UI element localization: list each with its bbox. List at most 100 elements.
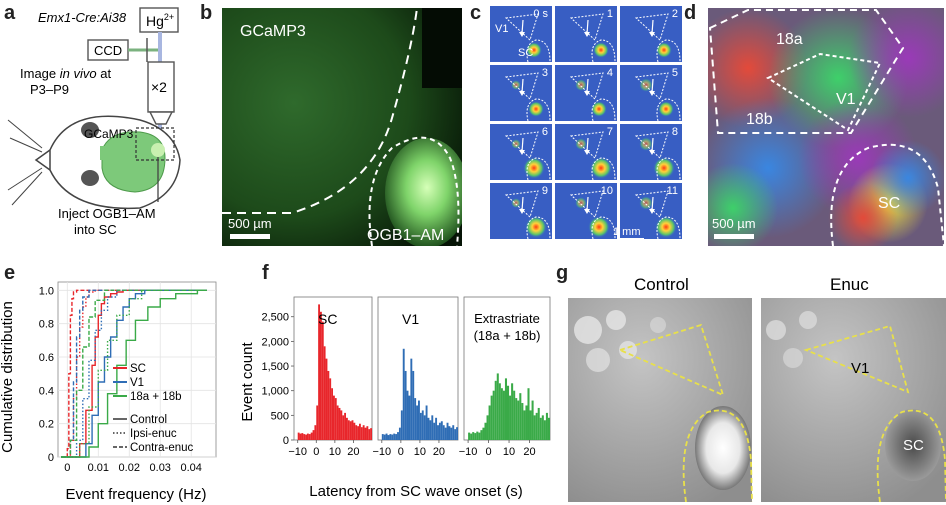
f-histogram-bar bbox=[492, 390, 495, 440]
f-histogram-bar bbox=[419, 412, 422, 440]
f-histogram-bar bbox=[389, 434, 392, 440]
f-x-tick-label: 20 bbox=[433, 446, 445, 458]
f-histogram-bar bbox=[450, 427, 453, 440]
e-legend: SC V1 18a + 18b Control Ipsi-enuc Contra… bbox=[113, 363, 194, 454]
c-frame-time: 10 bbox=[601, 185, 613, 197]
c-frame-time: 1 bbox=[607, 8, 613, 20]
f-histogram-bar bbox=[435, 417, 438, 440]
panel-f-label: f bbox=[262, 262, 269, 284]
f-histogram-bar bbox=[470, 433, 473, 440]
objective-label: ×2 bbox=[151, 79, 167, 95]
c-frame-tile: 2 bbox=[620, 6, 682, 63]
f-histogram-bar bbox=[325, 358, 328, 440]
e-y-tick-label: 0.6 bbox=[39, 352, 54, 364]
sc-label-d: SC bbox=[878, 195, 900, 212]
f-histogram-bar bbox=[329, 378, 332, 440]
panel-f-chart: Event count Latency from SC wave onset (… bbox=[239, 296, 551, 500]
f-histogram-bar bbox=[416, 405, 418, 440]
f-y-tick-label: 2,500 bbox=[261, 312, 289, 324]
f-histogram-bar bbox=[545, 412, 548, 440]
c-frame-time: 8 bbox=[672, 126, 678, 138]
f-x-axis-label: Latency from SC wave onset (s) bbox=[309, 483, 522, 500]
panel-e-chart: Cumulative distribution Event frequency … bbox=[0, 281, 217, 502]
f-histogram-bar bbox=[393, 433, 396, 440]
f-histogram-bar bbox=[431, 415, 434, 440]
f-histogram-bar bbox=[541, 415, 544, 440]
c-frame-tile: 9 bbox=[490, 183, 552, 240]
f-histogram-bar bbox=[498, 383, 501, 440]
e-series-line bbox=[61, 289, 207, 458]
v1-label-d: V1 bbox=[836, 91, 856, 108]
f-y-tick-label: 0 bbox=[283, 435, 289, 447]
f-histogram-bar bbox=[531, 400, 534, 440]
f-histogram-bar bbox=[355, 425, 358, 440]
panel-c-label: c bbox=[470, 2, 482, 24]
f-histogram-bar bbox=[425, 405, 428, 440]
f-histogram-bar bbox=[437, 425, 439, 440]
f-histogram-bar bbox=[448, 426, 451, 440]
f-histogram-bar bbox=[349, 421, 352, 440]
f-histogram-bar bbox=[433, 422, 436, 440]
ccd-label: CCD bbox=[94, 43, 122, 58]
f-title-sc: SC bbox=[318, 311, 337, 327]
f-histogram-bar bbox=[519, 393, 522, 440]
panel-g-images: Control Enuc V1 SC bbox=[568, 275, 946, 502]
f-histogram-bar bbox=[474, 433, 477, 440]
region-18a-label: 18a bbox=[776, 31, 803, 48]
scale-bar-d bbox=[714, 234, 754, 239]
c-sc-label: SC bbox=[518, 47, 533, 59]
f-x-tick-label: −10 bbox=[372, 446, 391, 458]
f-histogram-bar bbox=[299, 433, 302, 440]
f-histogram-bar bbox=[362, 425, 365, 440]
e-y-tick-label: 0.4 bbox=[39, 385, 54, 397]
f-histogram-bar bbox=[509, 395, 512, 440]
f-histogram-bar bbox=[533, 415, 536, 440]
f-y-tick-label: 1,000 bbox=[261, 386, 289, 398]
g-enuc-title: Enuc bbox=[830, 275, 869, 294]
f-histogram-bar bbox=[344, 412, 346, 440]
f-histogram-bar bbox=[351, 420, 354, 440]
f-histogram-bar bbox=[327, 370, 330, 440]
panel-c-montage: 0 s V1 SC 1 2 3 4 5 6 7 8 9 10 11 1 mm bbox=[490, 6, 682, 241]
f-histogram-bar bbox=[452, 425, 455, 440]
inject-text-2: into SC bbox=[74, 222, 117, 237]
e-series-line bbox=[61, 289, 207, 458]
age-range-text: P3–P9 bbox=[30, 82, 69, 97]
c-frame-time: 5 bbox=[672, 67, 678, 79]
e-series-line bbox=[61, 289, 207, 458]
sc-injection-site bbox=[151, 143, 165, 157]
e-x-tick-label: 0 bbox=[64, 462, 70, 474]
e-x-tick-label: 0.01 bbox=[88, 462, 109, 474]
f-histogram-bar bbox=[547, 417, 550, 440]
g-control-title: Control bbox=[634, 275, 689, 294]
f-histogram-bar bbox=[347, 420, 350, 440]
f-histogram-bar bbox=[406, 390, 409, 440]
c-frame-tile: 5 bbox=[620, 65, 682, 122]
f-title-v1: V1 bbox=[402, 311, 419, 327]
c-frame-time: 6 bbox=[542, 126, 548, 138]
f-histogram-bar bbox=[539, 417, 542, 440]
f-histogram-bar bbox=[334, 398, 337, 440]
f-histogram-bar bbox=[385, 433, 388, 440]
c-frame-tile: 4 bbox=[555, 65, 617, 122]
f-histogram-bar bbox=[454, 429, 457, 440]
f-histogram-bar bbox=[383, 434, 386, 440]
f-histogram-bar bbox=[442, 425, 445, 440]
mouse-eye-top bbox=[81, 122, 99, 138]
sc-outline-d bbox=[830, 143, 944, 246]
f-histogram-bar bbox=[427, 417, 430, 440]
panel-a-schematic: Emx1-Cre:Ai38 Hg2+ CCD ×2 Image in vivo … bbox=[7, 7, 181, 237]
e-legend-sc: SC bbox=[130, 363, 146, 375]
f-histogram-bar bbox=[346, 417, 348, 440]
f-histogram-bar bbox=[357, 426, 359, 440]
c-frame-time: 3 bbox=[542, 67, 548, 79]
f-histogram-bar bbox=[517, 400, 520, 440]
f-histogram-bar bbox=[412, 370, 415, 440]
f-x-tick-label: 10 bbox=[329, 446, 341, 458]
f-histogram-bar bbox=[480, 430, 483, 440]
f-x-tick-label: −10 bbox=[459, 446, 478, 458]
scale-bar-c bbox=[618, 238, 644, 241]
f-histogram-bar bbox=[525, 405, 528, 440]
f-histogram-bar bbox=[529, 410, 532, 440]
f-histogram-bar bbox=[513, 390, 516, 440]
